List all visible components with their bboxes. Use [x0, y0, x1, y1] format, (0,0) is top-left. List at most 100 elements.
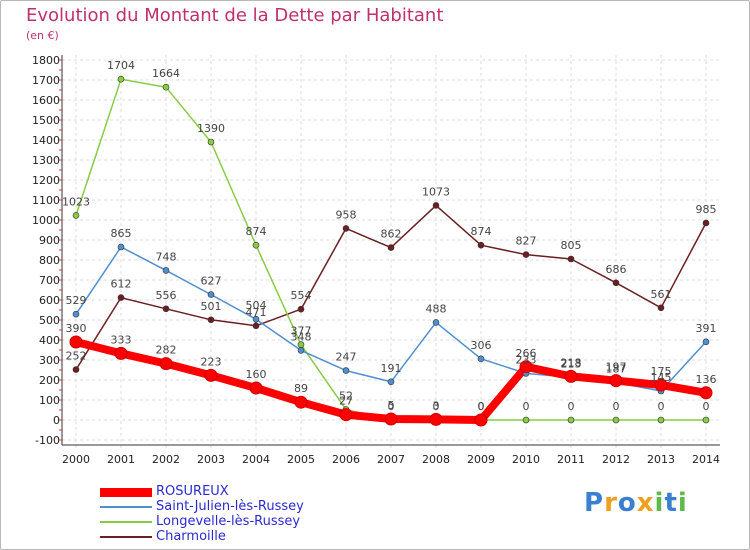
data-label: 1704	[107, 59, 135, 72]
data-point	[474, 413, 488, 427]
x-tick-label: 2009	[467, 453, 495, 466]
data-point	[609, 374, 623, 388]
data-label: 0	[478, 400, 485, 413]
x-tick-label: 2001	[107, 453, 135, 466]
logo-letter: r	[604, 488, 618, 518]
data-label: 748	[156, 250, 177, 263]
data-point	[387, 378, 395, 386]
data-label: 3	[433, 399, 440, 412]
data-label: 0	[658, 400, 665, 413]
y-tick-label: 100	[39, 394, 60, 407]
data-label: 0	[478, 400, 485, 413]
data-label: 191	[381, 362, 402, 375]
logo-letter: x	[636, 488, 655, 518]
data-point	[612, 279, 620, 287]
logo-letter: o	[617, 488, 637, 518]
x-tick-label: 2008	[422, 453, 450, 466]
y-tick-label: 1800	[32, 54, 60, 67]
y-tick-label: 1600	[32, 94, 60, 107]
legend-swatch	[100, 487, 152, 497]
y-tick-label: 1500	[32, 114, 60, 127]
data-label: 471	[246, 306, 267, 319]
data-point	[252, 322, 260, 330]
data-point	[654, 378, 668, 392]
legend-swatch	[100, 536, 152, 538]
data-point	[567, 416, 575, 424]
data-labels: 252 612 556 501 471 554 958 862 1073 874 827 805 686…	[62, 59, 717, 413]
logo-letter: P	[584, 488, 605, 518]
data-label: 282	[156, 344, 177, 357]
y-tick-label: 1200	[32, 174, 60, 187]
y-tick-label: 1400	[32, 134, 60, 147]
data-label: 333	[111, 333, 132, 346]
axes: -100010020030040050060070080090010001100…	[32, 54, 720, 466]
data-label: 306	[471, 339, 492, 352]
data-label: 874	[246, 225, 267, 238]
data-point	[342, 225, 350, 232]
data-label: 862	[381, 228, 402, 241]
data-point	[429, 412, 443, 426]
data-point	[117, 243, 125, 251]
y-tick-label: 1300	[32, 154, 60, 167]
data-point	[702, 338, 710, 346]
x-tick-label: 2005	[287, 453, 315, 466]
legend: ROSUREUX Saint-Julien-lès-Russey Longevell…	[100, 485, 400, 545]
data-point	[567, 255, 575, 263]
data-point	[69, 335, 83, 349]
chart-subtitle: (en €)	[26, 29, 59, 42]
data-label: 556	[156, 289, 177, 302]
data-point	[117, 75, 125, 83]
data-label: 27	[339, 395, 353, 408]
data-label: 89	[294, 382, 308, 395]
x-tick-label: 2006	[332, 453, 360, 466]
y-tick-label: 1000	[32, 214, 60, 227]
data-point	[159, 357, 173, 371]
logo-letter: t	[664, 488, 678, 518]
data-point	[162, 83, 170, 91]
data-label: 805	[561, 239, 582, 252]
data-point	[477, 355, 485, 363]
data-label: 488	[426, 302, 447, 315]
data-label: 175	[651, 365, 672, 378]
x-tick-label: 2012	[602, 453, 630, 466]
y-tick-label: -100	[35, 434, 60, 447]
legend-label: Longevelle-lès-Russey	[156, 514, 301, 529]
data-label: 52	[339, 390, 353, 403]
data-point	[657, 304, 665, 312]
x-tick-label: 2011	[557, 453, 585, 466]
legend-swatch	[100, 521, 152, 523]
data-label: 1023	[62, 195, 90, 208]
legend-item: ROSUREUX	[100, 485, 400, 500]
data-label: 266	[516, 347, 537, 360]
y-tick-label: 300	[39, 354, 60, 367]
y-tick-label: 0	[53, 414, 60, 427]
data-label: 1073	[422, 185, 450, 198]
data-label: 0	[703, 400, 710, 413]
y-tick-label: 1100	[32, 194, 60, 207]
data-point	[477, 241, 485, 249]
data-label: 197	[606, 361, 627, 374]
x-tick-label: 2013	[647, 453, 675, 466]
data-label: 627	[201, 275, 222, 288]
data-point	[519, 360, 533, 374]
data-label: 348	[291, 330, 312, 343]
x-tick-label: 2002	[152, 453, 180, 466]
data-point	[432, 202, 440, 209]
x-tick-label: 2007	[377, 453, 405, 466]
data-label: 187	[606, 363, 627, 376]
data-point	[297, 347, 305, 354]
data-label: 0	[433, 400, 440, 413]
legend-label: ROSUREUX	[156, 484, 229, 499]
data-point	[702, 416, 710, 424]
y-tick-label: 800	[39, 254, 60, 267]
x-tick-label: 2003	[197, 453, 225, 466]
data-point	[339, 408, 353, 422]
proxiti-logo: Proxiti	[584, 488, 688, 518]
x-tick-label: 2014	[692, 453, 720, 466]
chart-title: Evolution du Montant de la Dette par Hab…	[26, 5, 444, 26]
data-point	[72, 212, 80, 219]
data-label: 612	[111, 278, 132, 291]
data-point	[297, 305, 305, 313]
legend-swatch	[100, 506, 152, 508]
x-tick-label: 2010	[512, 453, 540, 466]
